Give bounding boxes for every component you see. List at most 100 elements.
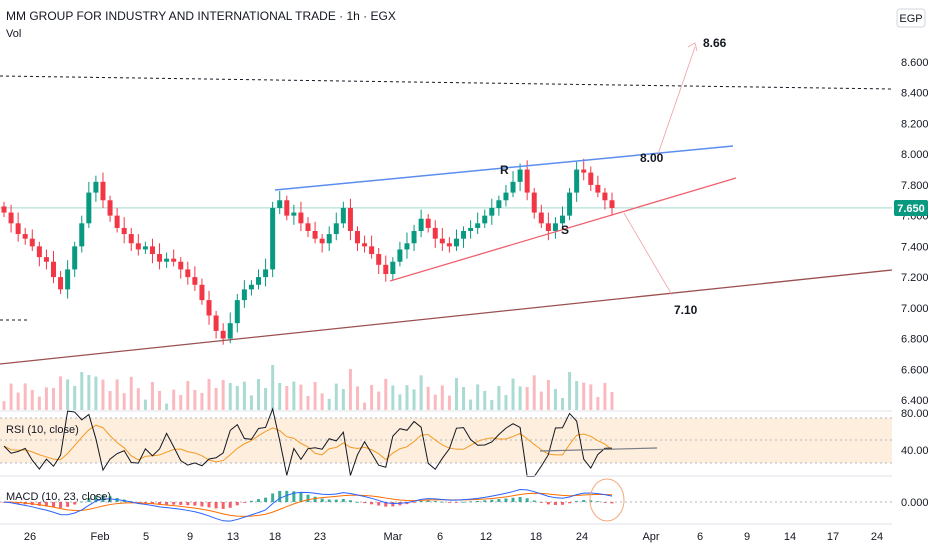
macd-tick-zero: 0.000 — [901, 497, 929, 509]
volume-bar — [391, 385, 395, 410]
volume-bar — [306, 396, 310, 410]
resistance-trendline[interactable] — [274, 145, 734, 191]
volume-bar — [483, 391, 487, 410]
macd-hist-bar — [101, 495, 105, 502]
time-tick-label: 13 — [227, 531, 239, 543]
volume-bar — [186, 381, 190, 410]
projection-up-line[interactable] — [656, 46, 696, 158]
arrow-head-icon — [687, 42, 698, 52]
candle-body — [142, 246, 148, 250]
candle-body — [496, 200, 502, 208]
volume-bar — [447, 395, 451, 410]
volume-bar — [172, 389, 176, 410]
volume-bar — [313, 382, 317, 410]
macd-hist-bar — [327, 499, 331, 502]
volume-bar — [469, 399, 473, 410]
time-tick-label: 9 — [187, 531, 193, 543]
candle-body — [446, 243, 452, 247]
time-axis[interactable]: 26 Feb 5 9 13 18 23 Mar 6 12 18 24 Apr 6 9 14 17 24 — [24, 531, 883, 543]
macd-hist-bar — [150, 502, 154, 504]
macd-hist-bar — [193, 502, 197, 506]
macd-hist-bar — [454, 502, 458, 503]
macd-hist-bar — [476, 500, 480, 502]
candle-body — [404, 243, 410, 250]
s-marker: S — [561, 223, 569, 237]
long-support-trendline[interactable] — [0, 269, 893, 365]
volume-bar — [129, 376, 133, 410]
volume-bar — [553, 389, 557, 410]
volume-bar — [264, 388, 268, 410]
candle-body — [121, 227, 127, 235]
macd-hist-bar — [582, 500, 586, 502]
volume-bar — [207, 379, 211, 410]
volume-bar — [476, 384, 480, 410]
rsi-trendline[interactable] — [539, 447, 658, 452]
candle-body — [376, 254, 382, 265]
target-high-label: 8.66 — [703, 36, 727, 50]
candle-body — [560, 215, 566, 224]
rsi-tick-40: 40.00 — [901, 445, 929, 457]
macd-hist-bar — [87, 497, 91, 502]
volume-bar — [405, 385, 409, 410]
support-trendline[interactable] — [389, 177, 737, 282]
price-axis[interactable]: 8.6008.4008.2008.0007.8007.6007.4007.200… — [901, 57, 929, 407]
candle-body — [538, 212, 544, 224]
candle-body — [157, 254, 163, 262]
volume-bar — [242, 381, 246, 410]
macd-hist-bar — [320, 498, 324, 502]
candle-body — [277, 200, 283, 208]
candle-body — [305, 223, 311, 231]
volume-bar — [285, 386, 289, 410]
volume-bar — [214, 388, 218, 410]
candle-body — [588, 172, 594, 185]
candle-body — [531, 192, 537, 213]
volume-bar — [108, 391, 112, 410]
volume-bar — [122, 393, 126, 410]
macd-hist-bar — [355, 501, 359, 503]
volume-bar — [165, 403, 169, 410]
volume-bar — [51, 388, 55, 410]
macd-hist-bar — [363, 502, 367, 504]
candle-body — [489, 207, 495, 216]
currency-label: EGP — [899, 13, 922, 25]
currency-badge[interactable] — [896, 8, 926, 28]
volume-bar — [355, 386, 359, 410]
volume-bar — [454, 378, 458, 410]
dashed-level-line[interactable] — [0, 75, 893, 90]
candle-body — [72, 246, 78, 270]
macd-hist-bar — [44, 502, 48, 507]
volume-bar — [327, 398, 331, 410]
candle-body — [199, 284, 205, 301]
volume-bar — [37, 396, 41, 410]
rsi-line — [3, 407, 613, 477]
macd-hist-bar — [546, 502, 550, 505]
candle-body — [524, 169, 530, 193]
volume-bar — [341, 389, 345, 410]
macd-hist-bar — [334, 499, 338, 502]
macd-label: MACD (10, 23, close) — [6, 491, 111, 503]
volume-bar — [115, 379, 119, 410]
projection-down-line[interactable] — [623, 212, 673, 296]
volume-bar — [511, 378, 515, 410]
macd-hist-bar — [511, 497, 515, 502]
volume-bars — [2, 365, 614, 410]
volume-bar — [94, 376, 98, 410]
volume-bar — [525, 387, 529, 410]
candle-body — [298, 212, 304, 224]
volume-bar — [292, 381, 296, 410]
volume-bar — [596, 397, 600, 410]
candle-body — [213, 315, 219, 331]
volume-bar — [299, 384, 303, 410]
macd-hist-bar — [370, 502, 374, 505]
volume-bar — [200, 393, 204, 410]
candle-body — [397, 249, 403, 262]
resistance-level-label: 8.00 — [640, 151, 664, 165]
volume-bar — [603, 383, 607, 410]
macd-highlight-circle[interactable] — [589, 478, 625, 522]
price-tick-label: 8.600 — [901, 57, 929, 69]
candle-body — [135, 243, 141, 250]
macd-hist-bar — [59, 502, 63, 508]
macd-hist-bar — [575, 501, 579, 502]
volume-bar — [561, 398, 565, 410]
